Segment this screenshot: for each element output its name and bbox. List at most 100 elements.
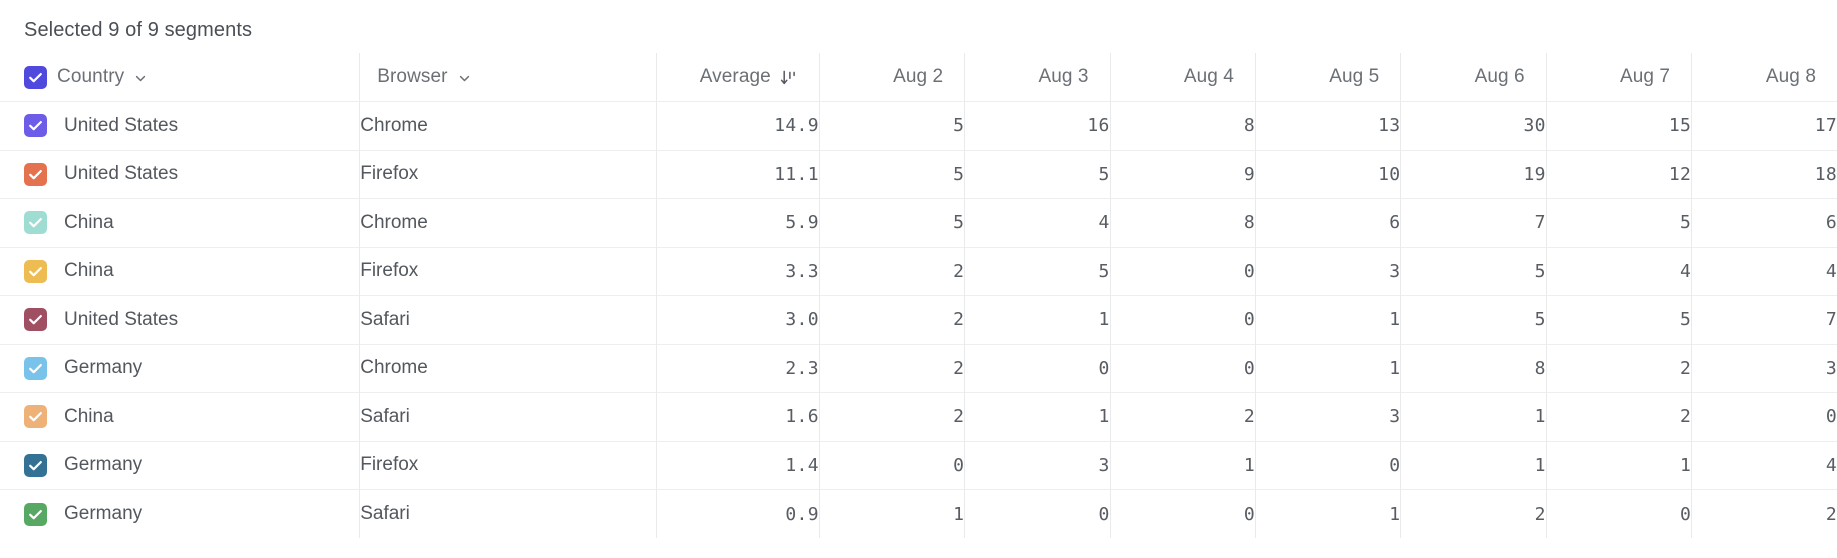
cell-browser: Safari bbox=[359, 489, 657, 538]
cell-day-4: 1 bbox=[1400, 440, 1547, 490]
table-row[interactable]: China Firefox 3.3 2 5 0 3 5 4 4 bbox=[0, 246, 1837, 296]
cell-day-3: 1 bbox=[1254, 343, 1401, 393]
table-body: United States Chrome 14.9 5 16 8 13 30 15 17 Unite… bbox=[0, 101, 1837, 538]
column-header-day-6[interactable]: Aug 8 bbox=[1691, 53, 1837, 102]
country-label: Germany bbox=[64, 357, 143, 379]
country-label: United States bbox=[64, 114, 179, 136]
table-row[interactable]: China Chrome 5.9 5 4 8 6 7 5 6 bbox=[0, 198, 1837, 247]
column-header-day-3[interactable]: Aug 5 bbox=[1254, 53, 1401, 102]
column-header-day-4[interactable]: Aug 6 bbox=[1400, 53, 1547, 102]
cell-day-1: 3 bbox=[964, 440, 1111, 490]
cell-day-2: 9 bbox=[1109, 149, 1256, 199]
cell-day-6: 17 bbox=[1691, 101, 1837, 150]
cell-average: 2.3 bbox=[656, 343, 820, 393]
cell-day-5: 0 bbox=[1545, 489, 1692, 538]
cell-average: 1.6 bbox=[656, 392, 820, 441]
segment-checkbox[interactable] bbox=[24, 162, 47, 186]
cell-browser: Chrome bbox=[359, 343, 657, 393]
cell-day-0: 2 bbox=[818, 392, 965, 441]
segment-checkbox[interactable] bbox=[24, 502, 47, 526]
country-label: United States bbox=[64, 308, 179, 330]
cell-average: 11.1 bbox=[656, 149, 820, 199]
cell-country: China bbox=[0, 392, 360, 441]
cell-day-6: 0 bbox=[1691, 392, 1837, 441]
column-header-average[interactable]: Average bbox=[656, 53, 820, 102]
table-row[interactable]: Germany Firefox 1.4 0 3 1 0 1 1 4 bbox=[0, 440, 1837, 490]
cell-browser: Firefox bbox=[359, 440, 657, 490]
browser-label: Firefox bbox=[360, 163, 419, 185]
column-header-day-1[interactable]: Aug 3 bbox=[964, 53, 1111, 102]
cell-browser: Chrome bbox=[359, 101, 657, 150]
selection-summary: Selected 9 of 9 segments bbox=[24, 19, 253, 41]
cell-day-2: 8 bbox=[1109, 198, 1256, 247]
table-row[interactable]: Germany Chrome 2.3 2 0 0 1 8 2 3 bbox=[0, 343, 1837, 393]
column-header-day-label: Aug 8 bbox=[1765, 66, 1816, 87]
segment-checkbox[interactable] bbox=[24, 405, 47, 429]
table-row[interactable]: China Safari 1.6 2 1 2 3 1 2 0 bbox=[0, 392, 1837, 441]
column-header-day-5[interactable]: Aug 7 bbox=[1545, 53, 1692, 102]
cell-day-6: 4 bbox=[1691, 246, 1837, 296]
column-header-day-label: Aug 6 bbox=[1474, 66, 1525, 87]
cell-browser: Safari bbox=[359, 392, 657, 441]
cell-country: United States bbox=[0, 295, 360, 344]
header-row: Country Browser bbox=[0, 53, 1837, 102]
cell-average: 1.4 bbox=[656, 440, 820, 490]
cell-day-3: 1 bbox=[1254, 295, 1401, 344]
cell-day-5: 4 bbox=[1545, 246, 1692, 296]
segment-checkbox[interactable] bbox=[24, 356, 47, 380]
cell-day-3: 13 bbox=[1254, 101, 1401, 150]
table-header: Country Browser bbox=[0, 53, 1837, 102]
column-header-day-label: Aug 7 bbox=[1619, 66, 1671, 87]
cell-day-0: 5 bbox=[818, 101, 965, 150]
browser-label: Safari bbox=[360, 503, 410, 524]
cell-day-0: 0 bbox=[818, 440, 965, 490]
cell-day-5: 5 bbox=[1545, 295, 1692, 344]
cell-browser: Firefox bbox=[359, 149, 657, 199]
cell-day-5: 1 bbox=[1545, 440, 1692, 490]
column-header-browser[interactable]: Browser bbox=[359, 53, 657, 102]
browser-label: Chrome bbox=[360, 357, 428, 379]
cell-day-3: 3 bbox=[1254, 392, 1401, 441]
table-row[interactable]: United States Chrome 14.9 5 16 8 13 30 15 17 bbox=[0, 101, 1837, 150]
column-header-country[interactable]: Country bbox=[0, 53, 360, 102]
segment-checkbox[interactable] bbox=[24, 211, 47, 235]
cell-day-4: 8 bbox=[1400, 343, 1547, 393]
chevron-down-icon[interactable] bbox=[134, 72, 147, 85]
cell-day-2: 0 bbox=[1109, 489, 1256, 538]
cell-day-5: 2 bbox=[1545, 392, 1692, 441]
segment-checkbox[interactable] bbox=[24, 259, 47, 283]
country-label: Germany bbox=[64, 454, 143, 476]
table-row[interactable]: United States Firefox 11.1 5 5 9 10 19 12 18 bbox=[0, 149, 1837, 199]
cell-day-6: 4 bbox=[1691, 440, 1837, 490]
column-header-average-label: Average bbox=[699, 66, 771, 87]
column-header-day-0[interactable]: Aug 2 bbox=[818, 53, 965, 102]
column-header-day-2[interactable]: Aug 4 bbox=[1109, 53, 1256, 102]
cell-day-2: 0 bbox=[1109, 295, 1256, 344]
chevron-down-icon[interactable] bbox=[458, 72, 471, 85]
select-all-checkbox[interactable] bbox=[24, 65, 47, 89]
browser-label: Chrome bbox=[360, 211, 428, 233]
column-header-day-label: Aug 3 bbox=[1038, 66, 1089, 87]
column-header-day-label: Aug 2 bbox=[893, 66, 944, 87]
cell-country: United States bbox=[0, 149, 360, 199]
table-row[interactable]: United States Safari 3.0 2 1 0 1 5 5 7 bbox=[0, 295, 1837, 344]
table-row[interactable]: Germany Safari 0.9 1 0 0 1 2 0 2 bbox=[0, 489, 1837, 538]
cell-day-1: 5 bbox=[964, 149, 1111, 199]
segments-table: Country Browser bbox=[0, 53, 1837, 538]
cell-day-2: 1 bbox=[1109, 440, 1256, 490]
cell-day-4: 19 bbox=[1400, 149, 1547, 199]
cell-day-1: 5 bbox=[964, 246, 1111, 296]
browser-label: Safari bbox=[360, 405, 410, 427]
segment-checkbox[interactable] bbox=[24, 114, 47, 138]
browser-label: Firefox bbox=[360, 260, 419, 282]
cell-day-1: 0 bbox=[964, 489, 1111, 538]
cell-day-2: 8 bbox=[1109, 101, 1256, 150]
sort-descending-icon[interactable] bbox=[780, 69, 798, 87]
country-label: United States bbox=[64, 163, 179, 185]
cell-day-3: 3 bbox=[1254, 246, 1401, 296]
cell-day-1: 1 bbox=[964, 392, 1111, 441]
cell-day-4: 7 bbox=[1400, 198, 1547, 247]
segment-checkbox[interactable] bbox=[24, 453, 47, 477]
cell-day-4: 5 bbox=[1400, 295, 1547, 344]
segment-checkbox[interactable] bbox=[24, 308, 47, 332]
